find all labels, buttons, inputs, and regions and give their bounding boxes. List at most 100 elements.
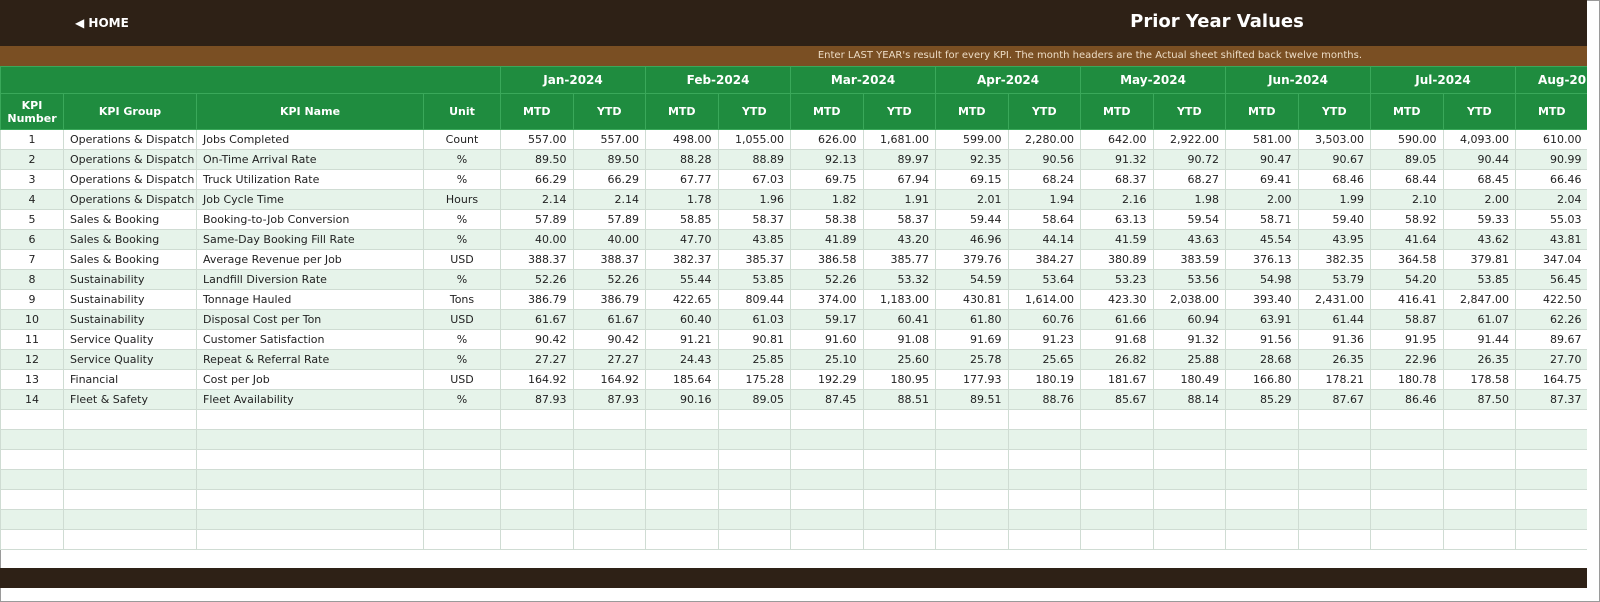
empty-cell	[1152, 409, 1227, 430]
data-row: 14 Fleet & Safety Fleet Availability% 87.93…	[0, 389, 1587, 410]
cell: %	[423, 209, 501, 230]
cell: 581.00	[1225, 129, 1299, 150]
cell: 7	[0, 249, 64, 270]
cell: Hours	[423, 189, 501, 210]
empty-cell	[196, 429, 424, 450]
column-header: Unit	[423, 93, 501, 130]
cell: 90.42	[500, 329, 574, 350]
month-header: Feb-2024	[645, 66, 792, 94]
data-row: 11 Service Quality Customer Satisfaction% 9…	[0, 329, 1587, 350]
cell: 91.08	[862, 329, 937, 350]
cell: 1.94	[1007, 189, 1082, 210]
cell: 164.75	[1515, 369, 1587, 390]
empty-cell	[63, 489, 197, 510]
cell: Average Revenue per Job	[196, 249, 424, 270]
month-header: May-2024	[1080, 66, 1227, 94]
cell: Sustainability	[63, 309, 197, 330]
cell: 87.93	[572, 389, 647, 410]
cell: 43.20	[862, 229, 937, 250]
cell: 386.58	[790, 249, 864, 270]
cell: 2	[0, 149, 64, 170]
cell: 386.79	[500, 289, 574, 310]
cell: Disposal Cost per Ton	[196, 309, 424, 330]
cell: 2,847.00	[1442, 289, 1517, 310]
cell: 347.04	[1515, 249, 1587, 270]
cell: 63.91	[1225, 309, 1299, 330]
empty-row	[0, 409, 1587, 430]
sub-header: YTD	[1297, 93, 1372, 130]
cell: 374.00	[790, 289, 864, 310]
cell: 68.27	[1152, 169, 1227, 190]
cell: 91.56	[1225, 329, 1299, 350]
cell: 90.44	[1442, 149, 1517, 170]
cell: 5	[0, 209, 64, 230]
cell: 422.65	[645, 289, 719, 310]
empty-cell	[862, 509, 937, 530]
cell: 60.76	[1007, 309, 1082, 330]
empty-cell	[1442, 529, 1517, 550]
cell: 2.10	[1370, 189, 1444, 210]
cell: 86.46	[1370, 389, 1444, 410]
empty-cell	[1152, 429, 1227, 450]
empty-cell	[1297, 449, 1372, 470]
empty-cell	[1442, 469, 1517, 490]
empty-cell	[1225, 449, 1299, 470]
empty-cell	[0, 409, 64, 430]
cell: 87.37	[1515, 389, 1587, 410]
cell: Landfill Diversion Rate	[196, 269, 424, 290]
data-row: 1 Operations & Dispatch Jobs Completed Coun…	[0, 129, 1587, 150]
cell: Operations & Dispatch	[63, 129, 197, 150]
sub-header: MTD	[1515, 93, 1587, 130]
cell: 87.93	[500, 389, 574, 410]
cell: 66.29	[500, 169, 574, 190]
empty-cell	[423, 409, 501, 430]
cell: 92.35	[935, 149, 1009, 170]
cell: Customer Satisfaction	[196, 329, 424, 350]
empty-cell	[63, 409, 197, 430]
cell: 1.82	[790, 189, 864, 210]
empty-cell	[645, 449, 719, 470]
cell: 43.63	[1152, 229, 1227, 250]
cell: 90.99	[1515, 149, 1587, 170]
cell: 166.80	[1225, 369, 1299, 390]
cell: 180.19	[1007, 369, 1082, 390]
cell: 181.67	[1080, 369, 1154, 390]
cell: 180.95	[862, 369, 937, 390]
cell: 88.51	[862, 389, 937, 410]
empty-cell	[1007, 429, 1082, 450]
sub-header: MTD	[1370, 93, 1444, 130]
column-header: KPI Number	[0, 93, 64, 130]
cell: 2.14	[500, 189, 574, 210]
kpi-table: Jan-2024 Feb-2024 Mar-2024 Apr-2024 May-2024…	[0, 66, 1587, 550]
cell: 90.56	[1007, 149, 1082, 170]
cell: 43.85	[717, 229, 792, 250]
empty-cell	[645, 429, 719, 450]
empty-cell	[1225, 429, 1299, 450]
empty-row	[0, 469, 1587, 490]
cell: 58.38	[790, 209, 864, 230]
sub-header: MTD	[935, 93, 1009, 130]
empty-cell	[1225, 469, 1299, 490]
empty-cell	[500, 469, 574, 490]
sub-header: YTD	[717, 93, 792, 130]
column-header: KPI Name	[196, 93, 424, 130]
sub-header: YTD	[1007, 93, 1082, 130]
cell: 43.95	[1297, 229, 1372, 250]
cell: 164.92	[500, 369, 574, 390]
cell: 87.45	[790, 389, 864, 410]
cell: 382.37	[645, 249, 719, 270]
cell: 385.37	[717, 249, 792, 270]
home-button[interactable]: ◀ HOME	[75, 16, 129, 30]
empty-cell	[1080, 529, 1154, 550]
empty-cell	[1370, 429, 1444, 450]
cell: 25.78	[935, 349, 1009, 370]
sub-header: YTD	[1442, 93, 1517, 130]
cell: 68.44	[1370, 169, 1444, 190]
cell: Job Cycle Time	[196, 189, 424, 210]
cell: 57.89	[500, 209, 574, 230]
empty-cell	[1225, 529, 1299, 550]
empty-cell	[1007, 529, 1082, 550]
cell: 385.77	[862, 249, 937, 270]
cell: 92.13	[790, 149, 864, 170]
cell: 164.92	[572, 369, 647, 390]
